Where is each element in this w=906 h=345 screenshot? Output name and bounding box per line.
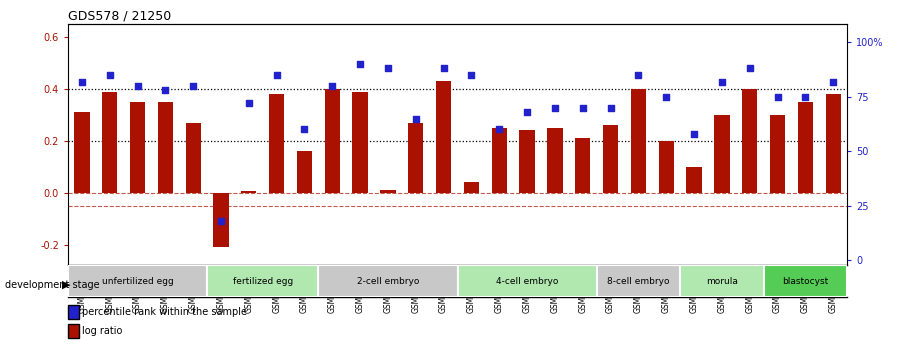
- Text: 8-cell embryo: 8-cell embryo: [607, 277, 670, 286]
- Bar: [186, 123, 201, 193]
- Text: ▶: ▶: [62, 280, 70, 289]
- Text: GDS578 / 21250: GDS578 / 21250: [68, 10, 171, 23]
- Bar: [770, 115, 786, 193]
- Point: [687, 131, 701, 137]
- Text: unfertilized egg: unfertilized egg: [101, 277, 173, 286]
- Text: 4-cell embryo: 4-cell embryo: [496, 277, 558, 286]
- Point: [715, 79, 729, 84]
- Bar: [213, 193, 228, 247]
- Bar: [597, 265, 680, 297]
- Bar: [297, 151, 313, 193]
- Point: [325, 83, 340, 89]
- Point: [547, 105, 562, 110]
- Point: [130, 83, 145, 89]
- Point: [437, 66, 451, 71]
- Point: [631, 72, 646, 78]
- Point: [297, 127, 312, 132]
- Point: [464, 72, 478, 78]
- Bar: [575, 138, 591, 193]
- Point: [826, 79, 841, 84]
- Point: [603, 105, 618, 110]
- Bar: [158, 102, 173, 193]
- Bar: [102, 91, 118, 193]
- Bar: [74, 112, 90, 193]
- Text: blastocyst: blastocyst: [782, 277, 828, 286]
- Bar: [764, 265, 847, 297]
- Point: [770, 94, 785, 100]
- Point: [352, 61, 368, 67]
- Point: [102, 72, 117, 78]
- Point: [492, 127, 506, 132]
- Point: [214, 218, 228, 224]
- Bar: [68, 265, 207, 297]
- Bar: [130, 102, 145, 193]
- Bar: [464, 183, 479, 193]
- Point: [520, 109, 535, 115]
- Point: [381, 66, 395, 71]
- Text: 2-cell embryo: 2-cell embryo: [357, 277, 419, 286]
- Bar: [324, 89, 340, 193]
- Bar: [492, 128, 507, 193]
- Bar: [631, 89, 646, 193]
- Bar: [436, 81, 451, 193]
- Bar: [241, 191, 256, 193]
- Point: [409, 116, 423, 121]
- Text: morula: morula: [706, 277, 737, 286]
- Point: [798, 94, 813, 100]
- Bar: [547, 128, 563, 193]
- Text: fertilized egg: fertilized egg: [233, 277, 293, 286]
- Point: [659, 94, 673, 100]
- Point: [242, 101, 256, 106]
- Bar: [742, 89, 757, 193]
- Bar: [381, 190, 396, 193]
- Point: [74, 79, 89, 84]
- Bar: [519, 130, 535, 193]
- Point: [186, 83, 200, 89]
- Point: [158, 88, 172, 93]
- Bar: [687, 167, 702, 193]
- Bar: [408, 123, 423, 193]
- Bar: [825, 94, 841, 193]
- Bar: [680, 265, 764, 297]
- Text: development stage: development stage: [5, 280, 99, 289]
- Point: [742, 66, 757, 71]
- Bar: [458, 265, 597, 297]
- Bar: [269, 94, 284, 193]
- Point: [269, 72, 284, 78]
- Bar: [318, 265, 458, 297]
- Text: percentile rank within the sample: percentile rank within the sample: [82, 307, 247, 317]
- Bar: [352, 91, 368, 193]
- Bar: [797, 102, 813, 193]
- Bar: [602, 125, 618, 193]
- Point: [575, 105, 590, 110]
- Bar: [207, 265, 318, 297]
- Text: log ratio: log ratio: [82, 326, 123, 336]
- Bar: [714, 115, 729, 193]
- Bar: [659, 141, 674, 193]
